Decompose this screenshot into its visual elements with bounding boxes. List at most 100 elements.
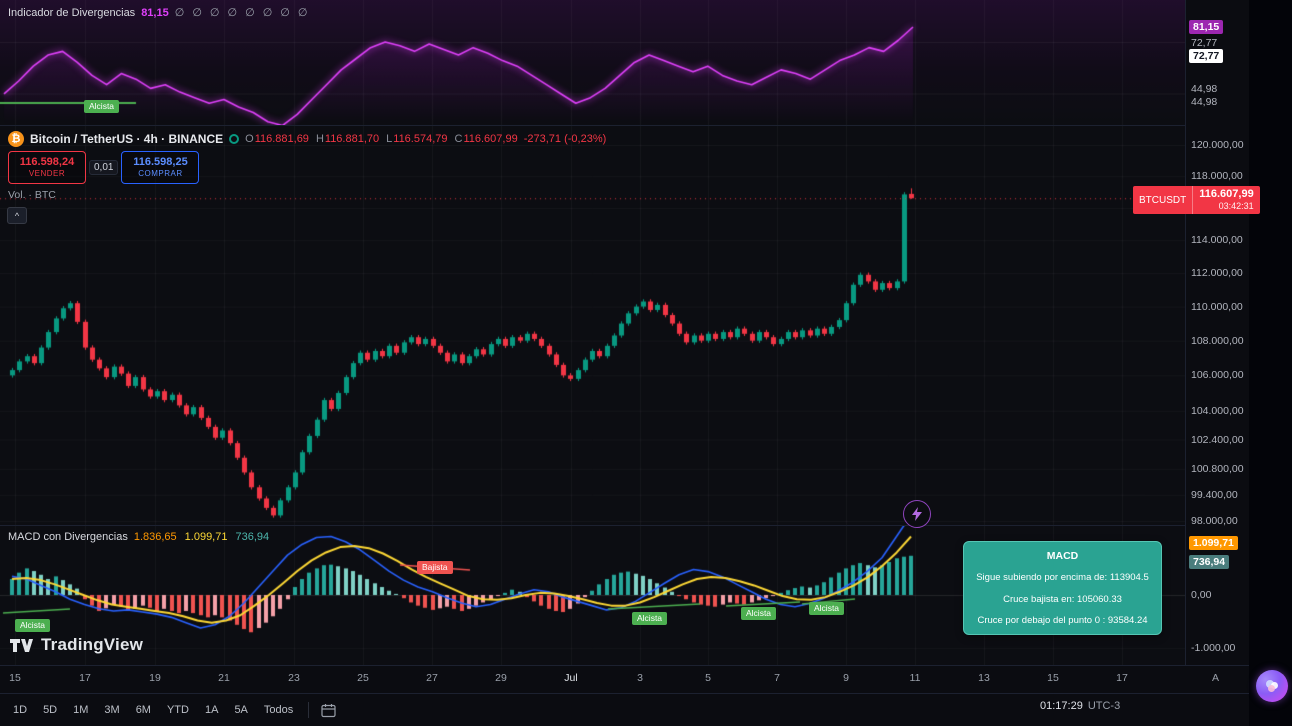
time-tick[interactable]: 29 bbox=[495, 672, 507, 684]
time-tick[interactable]: 13 bbox=[978, 672, 990, 684]
macd-axis-label: 0,00 bbox=[1191, 589, 1212, 601]
sell-button[interactable]: 116.598,24 VENDER bbox=[8, 151, 86, 184]
macd-axis-label: -1.000,00 bbox=[1191, 642, 1236, 655]
time-tick[interactable]: 15 bbox=[9, 672, 21, 684]
price-axis-label: 108.000,00 bbox=[1191, 334, 1244, 347]
go-to-date-button[interactable] bbox=[317, 700, 339, 720]
time-tick[interactable]: 17 bbox=[1116, 672, 1128, 684]
ohlc-item: C116.607,99 bbox=[455, 133, 518, 145]
tooltip-line: Cruce bajista en: 105060.33 bbox=[1003, 593, 1122, 605]
time-tick[interactable]: 27 bbox=[426, 672, 438, 684]
pane-separator[interactable] bbox=[0, 525, 1248, 526]
tradingview-logo[interactable]: TradingView bbox=[10, 635, 143, 655]
ohlc-value: 116.607,99 bbox=[463, 133, 518, 145]
zero-slash-icon: ∅ bbox=[192, 7, 203, 19]
tooltip-line: Cruce por debajo del punto 0 : 93584.24 bbox=[977, 614, 1148, 626]
time-tick[interactable]: 9 bbox=[843, 672, 849, 684]
buy-price: 116.598,25 bbox=[133, 156, 188, 168]
price-axis-label: 112.000,00 bbox=[1191, 267, 1243, 280]
time-tick[interactable]: 21 bbox=[218, 672, 230, 684]
zero-slash-icon: ∅ bbox=[262, 7, 274, 19]
price-axis-label: 104.000,00 bbox=[1191, 404, 1244, 417]
buy-button[interactable]: 116.598,25 COMPRAR bbox=[121, 151, 200, 184]
time-tick[interactable]: 25 bbox=[357, 672, 369, 684]
ohlc-item: O116.881,69 bbox=[245, 133, 309, 145]
session-clock[interactable]: 01:17:29 UTC-3 bbox=[1040, 700, 1120, 712]
bitcoin-icon: ₿ bbox=[8, 131, 24, 147]
zero-slash-icon: ∅ bbox=[209, 7, 221, 19]
price-axis-label: 120.000,00 bbox=[1191, 139, 1244, 151]
collapse-pane-button[interactable]: ^ bbox=[7, 207, 27, 224]
divergence-indicator-plot[interactable] bbox=[0, 0, 1185, 125]
indicator-value: 81,15 bbox=[141, 6, 169, 19]
pane-separator[interactable] bbox=[0, 125, 1248, 126]
macd-value: 1.836,65 bbox=[133, 531, 177, 543]
range-button-6m[interactable]: 6M bbox=[135, 704, 151, 716]
zero-slash-icon: ∅ bbox=[227, 7, 239, 19]
range-button-3m[interactable]: 3M bbox=[104, 704, 120, 716]
macd-tooltip: MACD Sigue subiendo por encima de: 11390… bbox=[963, 541, 1162, 635]
symbol-legend: ₿ Bitcoin / TetherUS · 4h · BINANCE O116… bbox=[8, 131, 606, 147]
ohlc-value: 116.574,79 bbox=[393, 133, 448, 145]
sell-price: 116.598,24 bbox=[19, 156, 75, 168]
time-tick[interactable]: 23 bbox=[288, 672, 300, 684]
lightning-alert-button[interactable] bbox=[903, 500, 931, 528]
clock-time: 01:17:29 bbox=[1040, 700, 1083, 712]
buy-label: COMPRAR bbox=[138, 169, 183, 178]
time-tick[interactable]: 3 bbox=[637, 672, 643, 684]
tooltip-title: MACD bbox=[1046, 550, 1079, 563]
range-button-5a[interactable]: 5A bbox=[234, 704, 248, 716]
price-axis-label: 100.800,00 bbox=[1191, 462, 1244, 475]
market-status-icon bbox=[229, 134, 240, 144]
macd-value: 1.099,71 bbox=[184, 531, 228, 543]
ohlc-key: L bbox=[386, 133, 393, 145]
macd-last-value-badge: 1.099,71 bbox=[1189, 536, 1238, 550]
price-axis-label: 99.400,00 bbox=[1191, 488, 1238, 501]
indicator-axis-label: 44,98 bbox=[1191, 96, 1218, 108]
ohlc-item: H116.881,70 bbox=[316, 133, 379, 145]
date-range-buttons: 1D 5D 1M 3M 6M YTD 1A 5A Todos bbox=[6, 701, 300, 719]
range-button-todos[interactable]: Todos bbox=[263, 704, 294, 716]
time-tick[interactable]: 15 bbox=[1047, 672, 1059, 684]
range-button-5d[interactable]: 5D bbox=[43, 704, 58, 716]
range-button-1m[interactable]: 1M bbox=[73, 704, 89, 716]
macd-legend: MACD con Divergencias 1.836,65 1.099,71 73… bbox=[8, 531, 269, 543]
indicator-axis-label: 72,77 bbox=[1191, 37, 1218, 49]
ohlc-value: 116.881,69 bbox=[254, 133, 309, 145]
macd-last-value-badge: 736,94 bbox=[1189, 555, 1230, 569]
range-button-1a[interactable]: 1A bbox=[204, 704, 219, 716]
tooltip-line: Sigue subiendo por encima de: 113904.5 bbox=[976, 572, 1149, 584]
badge-countdown: 03:42:31 bbox=[1218, 201, 1254, 211]
volume-legend: Vol. · BTC bbox=[8, 189, 56, 201]
symbol-title[interactable]: Bitcoin / TetherUS · 4h · BINANCE bbox=[30, 132, 224, 146]
indicator-title: Indicador de Divergencias bbox=[8, 6, 136, 19]
sell-label: VENDER bbox=[28, 169, 66, 178]
alcista-label: Alcista bbox=[809, 602, 845, 615]
zero-slash-icon: ∅ bbox=[174, 7, 186, 19]
candlestick-plot[interactable] bbox=[0, 125, 1185, 525]
time-tick[interactable]: 17 bbox=[79, 672, 91, 684]
ohlc-value: 116.881,70 bbox=[324, 133, 380, 145]
price-scale[interactable]: 81,15 72,77 72,77 44,98 44,98 120.000,00 118.0… bbox=[1185, 0, 1249, 665]
time-tick[interactable]: 5 bbox=[705, 672, 711, 684]
indicator-axis-label: 44,98 bbox=[1191, 83, 1218, 95]
ai-assistant-button[interactable] bbox=[1256, 670, 1288, 702]
range-button-ytd[interactable]: YTD bbox=[166, 704, 189, 716]
time-tick[interactable]: Jul bbox=[564, 672, 578, 684]
time-axis[interactable]: A 15 17 19 21 23 25 27 29 Jul 3 5 7 9 11 13 15 17 bbox=[0, 665, 1249, 694]
clock-timezone: UTC-3 bbox=[1087, 700, 1121, 712]
indicator-legend: Indicador de Divergencias 81,15 ∅ ∅ ∅ ∅ ∅ ∅ ∅ ∅ bbox=[8, 6, 309, 20]
time-tick[interactable]: 7 bbox=[774, 672, 780, 684]
indicator-zero-icons: ∅ ∅ ∅ ∅ ∅ ∅ ∅ ∅ bbox=[175, 6, 309, 19]
toolbar-divider bbox=[308, 702, 310, 718]
auto-scale-label[interactable]: A bbox=[1212, 672, 1220, 684]
lightning-icon bbox=[912, 507, 922, 521]
price-axis-label: 102.400,00 bbox=[1191, 433, 1244, 446]
range-button-1d[interactable]: 1D bbox=[13, 704, 28, 716]
time-tick[interactable]: 11 bbox=[909, 672, 921, 684]
zero-slash-icon: ∅ bbox=[245, 7, 256, 19]
change-value: -273,71 (-0,23%) bbox=[523, 133, 607, 145]
tradingview-logo-text: TradingView bbox=[41, 635, 144, 654]
time-tick[interactable]: 19 bbox=[149, 672, 161, 684]
bottom-toolbar: 1D 5D 1M 3M 6M YTD 1A 5A Todos bbox=[0, 693, 1249, 726]
